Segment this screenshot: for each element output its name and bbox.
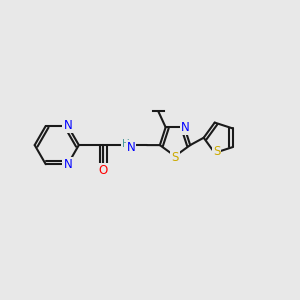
Text: S: S: [171, 151, 179, 164]
Text: N: N: [63, 119, 72, 133]
Text: N: N: [127, 141, 136, 154]
Text: N: N: [181, 121, 190, 134]
Text: N: N: [63, 158, 72, 171]
Text: H: H: [122, 139, 129, 149]
Text: O: O: [99, 164, 108, 177]
Text: S: S: [213, 145, 220, 158]
